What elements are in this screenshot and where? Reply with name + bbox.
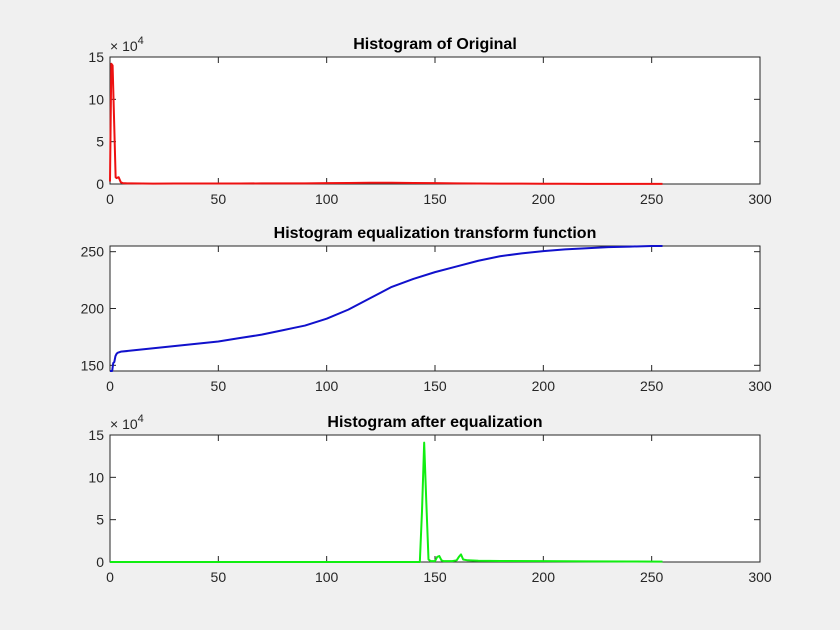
y-tick-label: 10: [88, 469, 104, 485]
chart-title: Histogram equalization transform functio…: [274, 225, 597, 242]
y-tick-label: 200: [81, 301, 105, 317]
y-tick-label: 0: [96, 176, 104, 192]
x-tick-label: 50: [211, 191, 227, 207]
axes-box: [109, 56, 761, 185]
x-tick-label: 300: [748, 569, 772, 585]
plot-area: 0 50 100 150 200 250 300 0 5 10 15 × 104: [88, 413, 771, 585]
y-exponent-label: × 104: [110, 413, 144, 432]
series-line: [109, 62, 663, 185]
x-tick-label: 0: [106, 191, 114, 207]
y-tick-label: 0: [96, 554, 104, 570]
y-tick-label: 10: [88, 91, 104, 107]
series-line: [110, 441, 663, 563]
y-tick-label: 5: [96, 134, 104, 150]
x-tick-label: 150: [423, 569, 447, 585]
y-tick-label: 250: [81, 244, 105, 260]
x-tick-label: 0: [106, 378, 114, 394]
x-tick-label: 300: [748, 378, 772, 394]
axes-box: [109, 245, 761, 372]
chart-title: Histogram after equalization: [327, 414, 542, 431]
y-tick-label: 5: [96, 512, 104, 528]
x-tick-label: 100: [315, 191, 339, 207]
y-tick-label: 150: [81, 357, 105, 373]
x-tick-label: 150: [423, 191, 447, 207]
chart-title: Histogram of Original: [353, 36, 517, 53]
x-tick-label: 50: [211, 569, 227, 585]
plot-area: 0 50 100 150 200 250 300 150 200 250: [81, 244, 772, 394]
subplot-transform-function: Histogram equalization transform functio…: [81, 225, 772, 394]
y-tick-label: 15: [88, 49, 104, 65]
x-tick-label: 100: [315, 378, 339, 394]
x-tick-label: 250: [640, 191, 664, 207]
subplot-original-histogram: Histogram of Original 0 50 100 150 200 250 300…: [88, 35, 771, 207]
x-tick-label: 200: [532, 378, 556, 394]
y-exponent-label: × 104: [110, 35, 144, 54]
axes-box: [109, 434, 761, 563]
y-tick-label: 15: [88, 427, 104, 443]
x-tick-label: 300: [748, 191, 772, 207]
series-line: [110, 245, 663, 372]
x-tick-label: 50: [211, 378, 227, 394]
x-tick-label: 250: [640, 378, 664, 394]
x-tick-label: 200: [532, 569, 556, 585]
x-tick-label: 200: [532, 191, 556, 207]
x-tick-label: 250: [640, 569, 664, 585]
x-tick-label: 100: [315, 569, 339, 585]
x-tick-label: 150: [423, 378, 447, 394]
subplot-equalized-histogram: Histogram after equalization 0 50 100 150 20…: [88, 413, 771, 585]
plot-area: 0 50 100 150 200 250 300 0 5 10 15 × 104: [88, 35, 771, 207]
x-tick-label: 0: [106, 569, 114, 585]
